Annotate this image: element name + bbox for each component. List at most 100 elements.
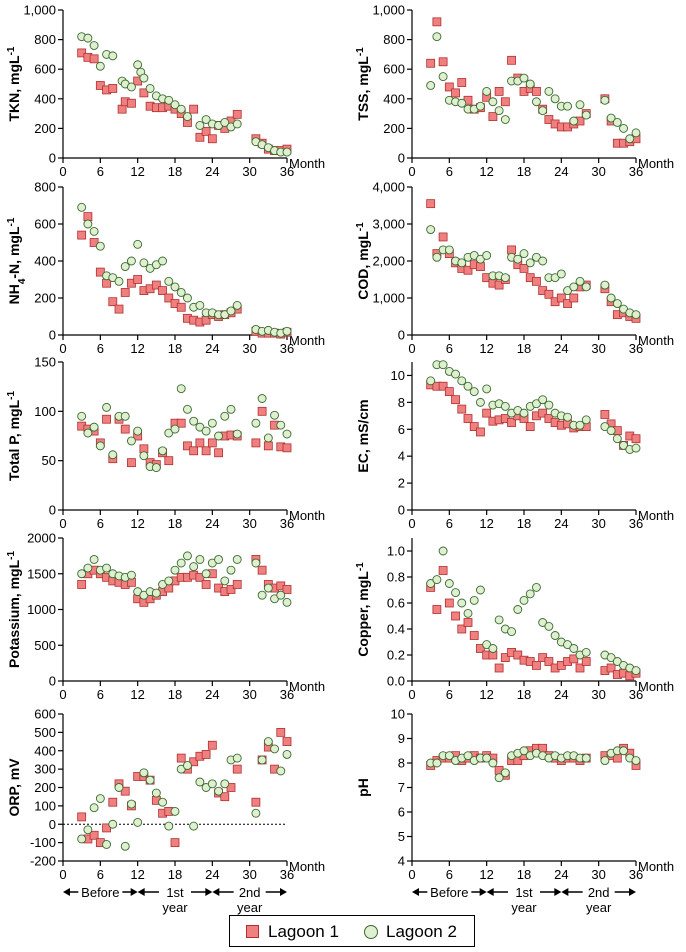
lagoon2-point	[133, 817, 143, 827]
x-tick-label: 18	[517, 867, 531, 882]
lagoon1-point	[108, 84, 118, 93]
y-tick-label: 7	[398, 780, 405, 795]
lagoon1-point	[164, 293, 174, 303]
lagoon1-point	[89, 54, 99, 64]
lagoon2-point	[120, 841, 130, 851]
lagoon2-point	[164, 276, 174, 286]
y-tick-label: -100	[30, 835, 56, 850]
y-tick-label: 0.8	[387, 570, 405, 585]
lagoon2-point	[569, 282, 579, 292]
x-tick-label: 0	[59, 341, 66, 356]
y-tick-label: 300	[34, 762, 56, 777]
y-axis-label: pH	[355, 778, 371, 797]
lagoon2-point	[164, 95, 174, 105]
lagoon2-point	[95, 441, 105, 451]
x-tick-label: 36	[280, 516, 294, 531]
lagoon2-point	[619, 746, 629, 756]
lagoon2-point	[145, 775, 155, 785]
lagoon1-point	[438, 57, 448, 67]
y-tick-label: 4	[398, 854, 405, 869]
x-tick-label: 24	[205, 867, 219, 882]
lagoon2-point	[519, 595, 529, 605]
lagoon2-point	[126, 436, 136, 446]
lagoon2-point	[444, 245, 454, 255]
lagoon1-point	[488, 112, 498, 121]
y-axis-label-superscript: -1	[6, 551, 17, 560]
lagoon2-point	[182, 112, 192, 122]
y-tick-label: 0	[398, 328, 405, 343]
x-tick-label: 6	[446, 687, 453, 702]
y-tick-label: 0.6	[387, 596, 405, 611]
lagoon1-point	[282, 585, 292, 594]
lagoon2-point	[83, 428, 93, 438]
lagoon2-point	[575, 420, 585, 430]
y-axis-label: COD, mgL-1	[355, 222, 372, 300]
lagoon2-point	[488, 97, 498, 107]
lagoon2-point	[631, 666, 641, 676]
x-tick-label: 0	[408, 687, 415, 702]
lagoon2-point	[263, 583, 273, 593]
lagoon2-point	[232, 300, 242, 310]
lagoon2-point	[432, 32, 442, 42]
lagoon2-point	[77, 834, 87, 844]
x-tick-label: 18	[168, 341, 182, 356]
lagoon2-point	[220, 411, 230, 421]
x-tick-label: 12	[130, 516, 144, 531]
lagoon2-point	[89, 41, 99, 50]
y-tick-label: 1,000	[372, 291, 405, 306]
lagoon2-point	[282, 597, 292, 607]
y-tick-label: 10	[391, 368, 405, 383]
lagoon2-point	[612, 299, 622, 308]
lagoon2-point	[270, 744, 280, 754]
lagoon2-point	[438, 546, 448, 556]
lagoon2-point	[276, 420, 286, 430]
y-tick-label: 1500	[27, 566, 56, 581]
lagoon1-point	[544, 289, 554, 299]
lagoon1-point	[532, 87, 541, 96]
lagoon2-point	[544, 86, 554, 96]
period-arrow: 1st year	[137, 884, 213, 915]
lagoon2-point	[176, 104, 186, 114]
x-tick-label: 30	[242, 687, 256, 702]
lagoon1-point	[257, 565, 267, 575]
lagoon2-point	[500, 115, 510, 124]
lagoon2-point	[114, 783, 124, 792]
lagoon2-point	[182, 761, 192, 770]
lagoon2-point	[600, 280, 610, 290]
lagoon2-point	[625, 134, 635, 144]
lagoon1-point	[89, 830, 99, 840]
series-lagoon2	[77, 737, 292, 851]
lagoon1-point	[507, 418, 516, 427]
lagoon1-point	[164, 456, 174, 466]
lagoon1-point	[282, 443, 292, 453]
lagoon2-point	[519, 746, 529, 756]
y-tick-label: 400	[34, 743, 56, 758]
lagoon2-point	[463, 381, 473, 391]
lagoon1-point	[563, 299, 572, 308]
lagoon2-point	[606, 653, 616, 663]
lagoon2-point	[108, 819, 118, 829]
lagoon1-point	[214, 448, 223, 458]
y-axis-label-text: TKN, mgL	[6, 55, 22, 122]
y-axis-label-text: EC, mS/cm	[355, 399, 371, 472]
y-tick-label: 500	[34, 638, 56, 653]
lagoon2-point	[139, 73, 149, 83]
lagoon2-point	[563, 101, 573, 111]
y-axis-label-superscript: -1	[355, 222, 366, 231]
lagoon2-point	[195, 555, 205, 564]
lagoon2-point	[164, 576, 174, 586]
lagoon1-point	[463, 618, 473, 627]
x-tick-label: 12	[479, 687, 493, 702]
lagoon1-point	[95, 81, 105, 90]
lagoon2-point	[89, 422, 99, 432]
lagoon1-point	[500, 653, 510, 662]
lagoon1-point	[457, 404, 467, 414]
period-arrow: 1st year	[486, 884, 562, 915]
y-tick-label: 0	[49, 328, 56, 343]
lagoon2-point	[158, 446, 168, 456]
lagoon2-point	[544, 400, 554, 410]
